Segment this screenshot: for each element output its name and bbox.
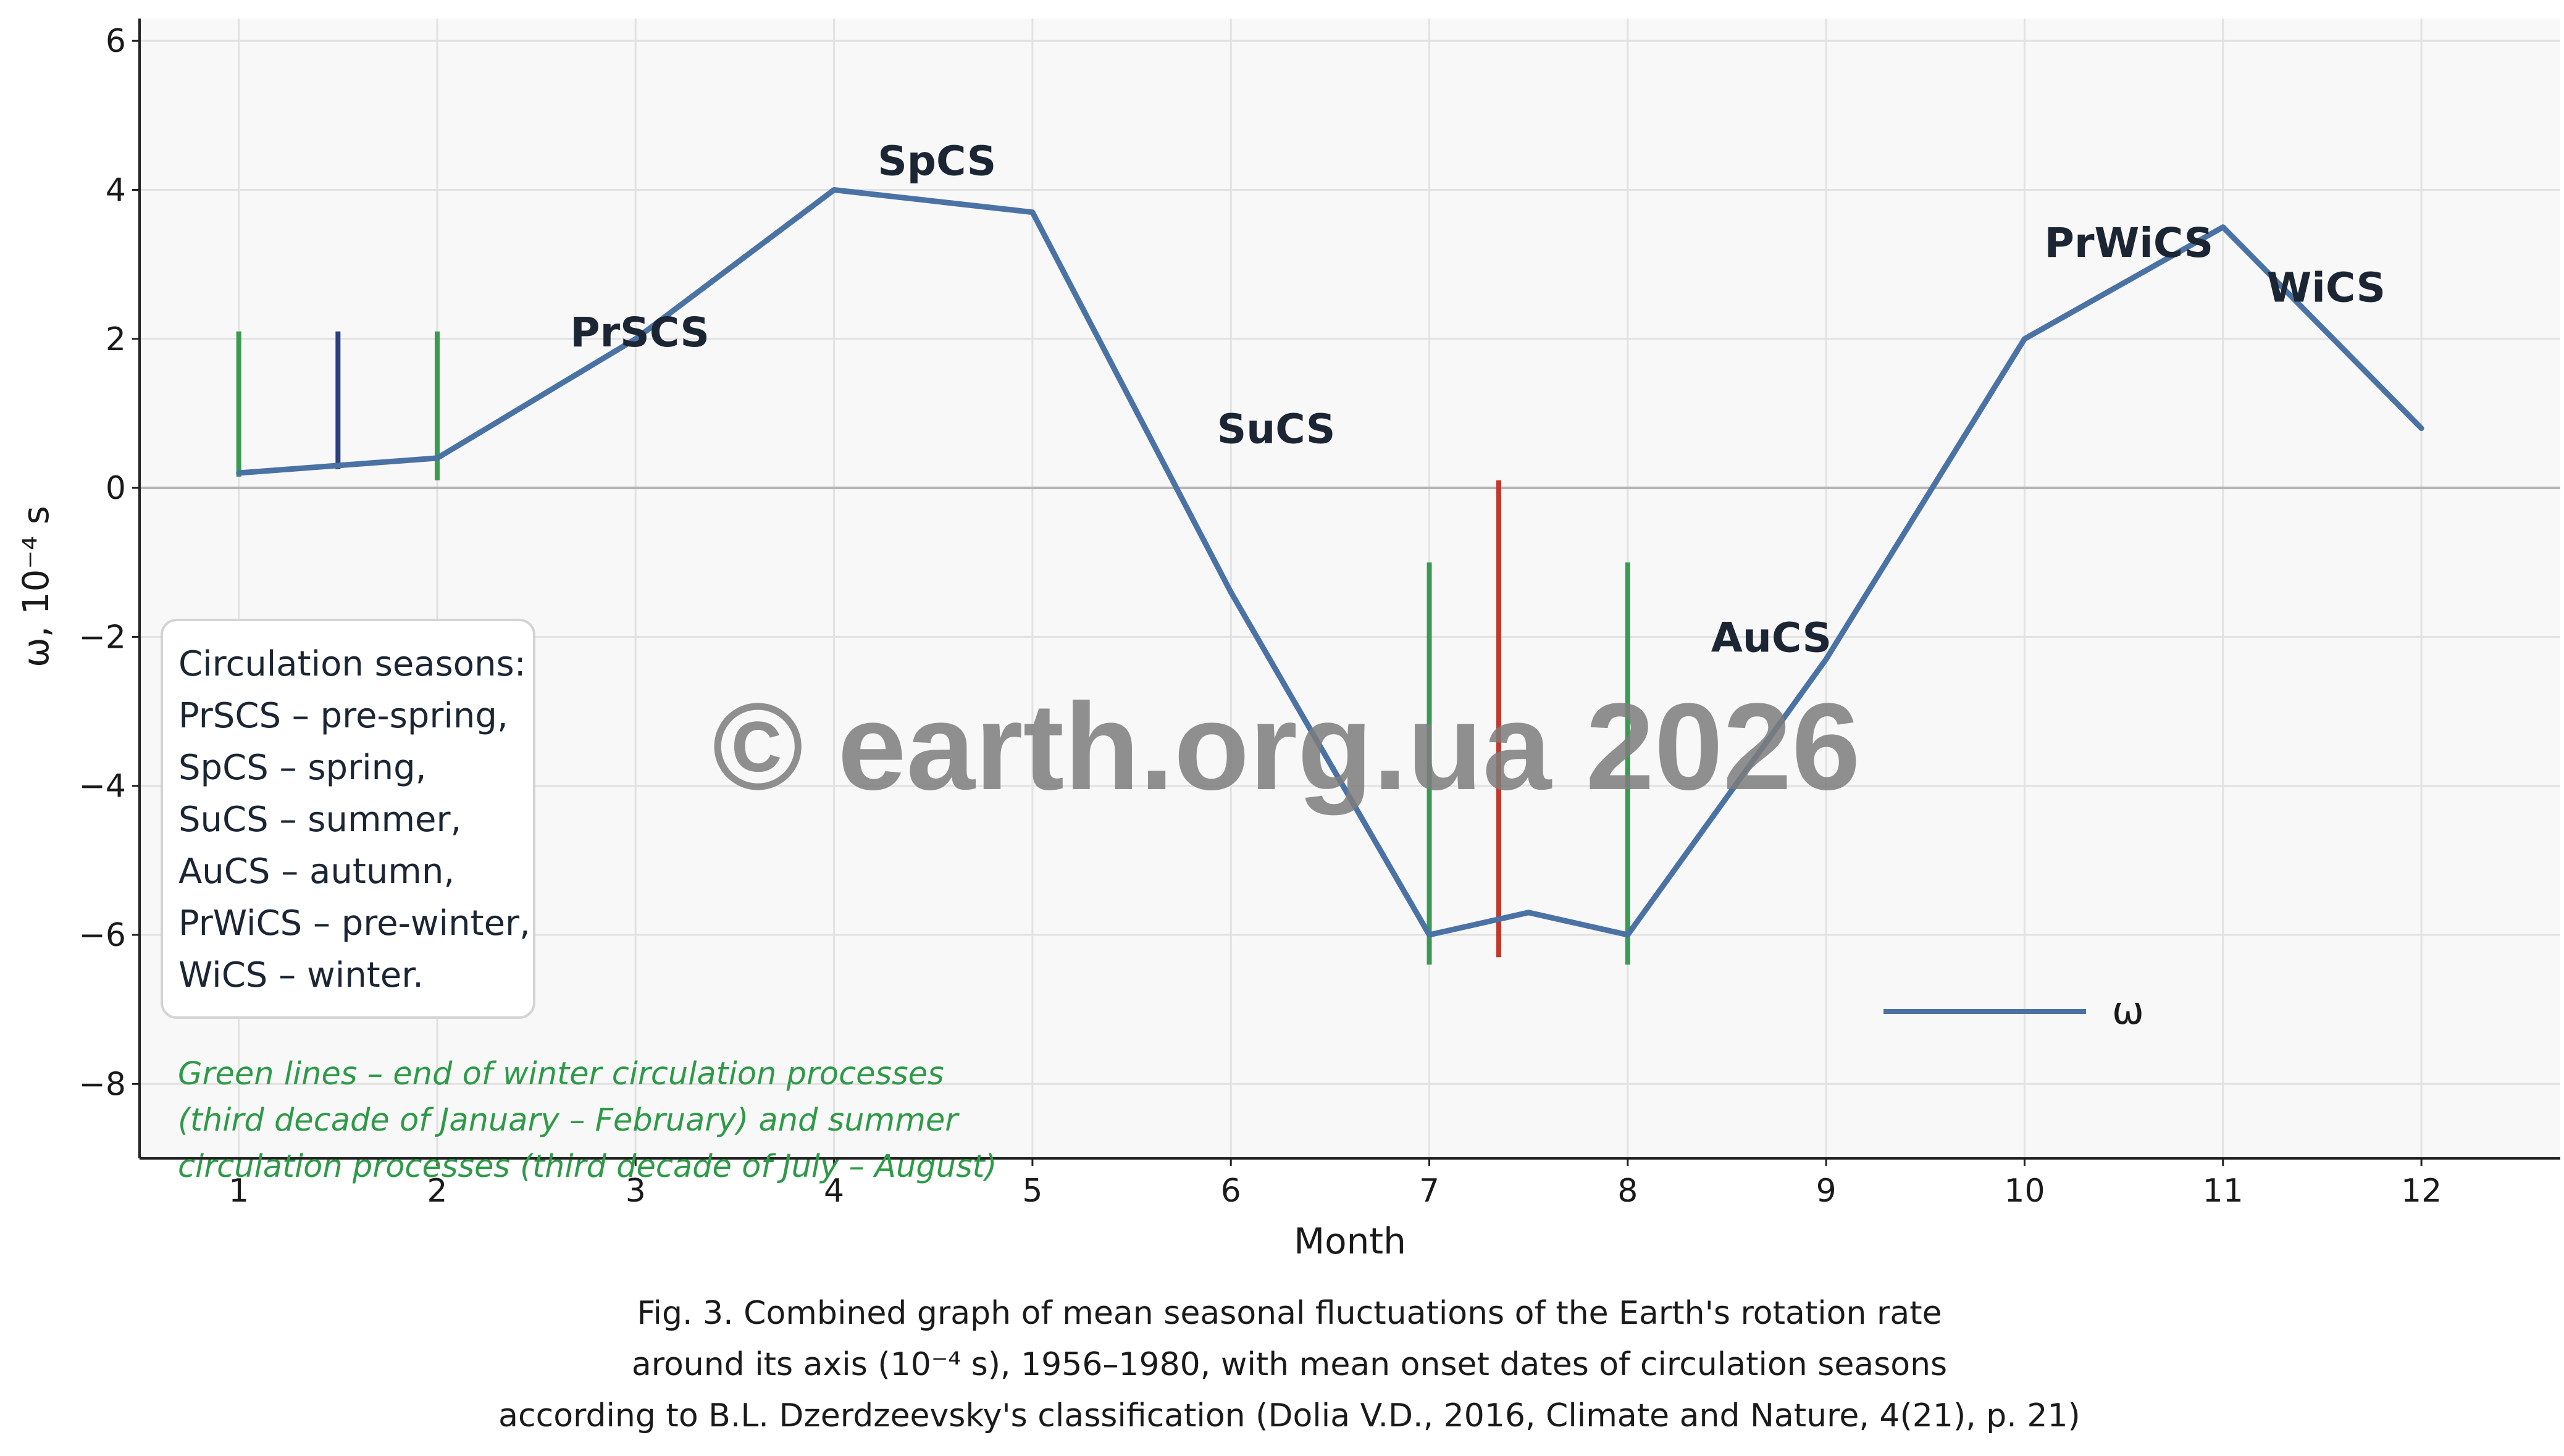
season-legend-lines: Circulation seasons: PrSCS – pre-spring, S… — [178, 644, 530, 995]
note-line: Green lines – end of winter circulation … — [178, 1056, 944, 1092]
omega-data-point — [1230, 592, 1232, 593]
x-tick-label: 5 — [1022, 1173, 1042, 1210]
x-tick-label: 9 — [1816, 1173, 1837, 1210]
season-legend-frame — [161, 619, 535, 1019]
season-labels: PrSCS SpCS SuCS AuCS PrWiCS WiCS — [570, 137, 2386, 661]
season-legend-line: SpCS – spring, — [178, 748, 427, 788]
season-legend-line: AuCS – autumn, — [178, 851, 455, 892]
x-tick-label: 8 — [1617, 1173, 1638, 1210]
x-tick-label: 2 — [427, 1173, 447, 1210]
omega-data-point — [2024, 338, 2026, 340]
axes — [138, 19, 2560, 1160]
y-tick-label: 0 — [106, 470, 126, 507]
series-legend: ω — [1883, 988, 2144, 1033]
series-layer — [236, 187, 2424, 938]
omega-data-point — [436, 457, 438, 459]
x-tick-label: 6 — [1221, 1173, 1241, 1210]
y-tick-label: −6 — [78, 917, 126, 954]
x-axis-title: Month — [1294, 1220, 1406, 1262]
caption-line: according to B.L. Dzerdzeevsky's classif… — [498, 1397, 2080, 1434]
season-legend-line: PrSCS – pre-spring, — [178, 696, 508, 736]
omega-data-point — [238, 472, 240, 474]
y-tick-label: 2 — [106, 321, 126, 358]
note-line: (third decade of January – February) and… — [178, 1102, 960, 1139]
y-tick-label: 6 — [106, 23, 126, 60]
season-label: AuCS — [1711, 614, 1832, 662]
y-tick-label: 4 — [106, 172, 126, 209]
season-onset-markers — [236, 331, 1630, 965]
season-label: PrSCS — [570, 309, 710, 356]
omega-data-point — [833, 189, 835, 191]
y-tick-label: −2 — [78, 619, 126, 656]
omega-data-point — [1825, 658, 1827, 660]
note-line: circulation processes (third decade of J… — [178, 1148, 997, 1185]
x-tick-label: 11 — [2203, 1173, 2244, 1210]
season-label: WiCS — [2266, 264, 2386, 311]
omega-data-point — [1528, 911, 1530, 913]
omega-data-point — [2222, 226, 2224, 228]
watermark: © earth.org.ua 2026 — [712, 678, 1860, 816]
x-tick-label: 4 — [824, 1173, 844, 1210]
y-axis-title: ω, 10⁻⁴ s — [15, 506, 57, 667]
omega-data-point — [635, 338, 637, 340]
season-legend-line: PrWiCS – pre-winter, — [178, 903, 530, 943]
season-legend-line: SuCS – summer, — [178, 800, 461, 840]
figure-caption: Fig. 3. Combined graph of mean seasonal … — [498, 1295, 2080, 1434]
x-tick-label: 7 — [1419, 1173, 1439, 1210]
x-tick-label: 10 — [2004, 1173, 2045, 1210]
omega-data-point — [1428, 934, 1430, 936]
y-tick-label: −8 — [78, 1066, 126, 1103]
grid-lines — [140, 19, 2560, 1158]
omega-data-point — [337, 464, 339, 466]
season-label: SuCS — [1217, 406, 1336, 453]
season-label: SpCS — [878, 137, 996, 185]
x-tick-label: 12 — [2401, 1173, 2442, 1210]
legend-series-label: ω — [2112, 988, 2144, 1033]
green-lines-note: Green lines – end of winter circulation … — [178, 1056, 997, 1185]
x-tick-label: 1 — [228, 1173, 249, 1210]
omega-data-point — [1031, 211, 1033, 213]
caption-line: around its axis (10⁻⁴ s), 1956–1980, wit… — [632, 1346, 1947, 1383]
omega-series-line — [236, 187, 2424, 938]
season-legend-box: Circulation seasons: PrSCS – pre-spring, S… — [161, 619, 535, 1019]
season-label: PrWiCS — [2045, 219, 2214, 267]
omega-data-point — [2421, 427, 2423, 429]
season-legend-line: WiCS – winter. — [178, 955, 424, 995]
season-legend-line: Circulation seasons: — [178, 644, 526, 684]
x-tick-label: 3 — [626, 1173, 646, 1210]
omega-data-point — [1627, 934, 1628, 936]
y-tick-label: −4 — [78, 768, 126, 805]
caption-line: Fig. 3. Combined graph of mean seasonal … — [637, 1295, 1942, 1332]
plot-background — [140, 19, 2560, 1158]
